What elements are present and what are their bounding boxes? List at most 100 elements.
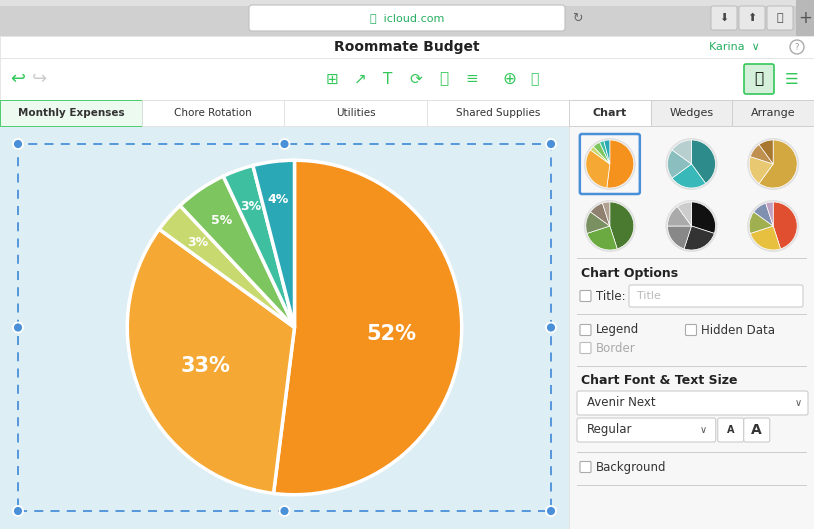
Wedge shape [127,229,295,494]
Wedge shape [684,226,715,250]
Text: Chore Rotation: Chore Rotation [174,108,252,118]
FancyBboxPatch shape [249,5,565,31]
Circle shape [13,506,23,516]
Wedge shape [672,164,706,188]
FancyBboxPatch shape [577,418,716,442]
Circle shape [747,138,799,190]
Text: Wedges: Wedges [669,108,714,118]
Text: Title:: Title: [596,289,626,303]
FancyBboxPatch shape [744,64,774,94]
Text: ↪: ↪ [33,70,47,88]
Text: Arrange: Arrange [751,108,795,118]
FancyBboxPatch shape [580,461,591,472]
Wedge shape [274,160,462,495]
Wedge shape [593,142,610,164]
Text: ⬇: ⬇ [720,13,729,23]
Circle shape [279,506,290,516]
FancyBboxPatch shape [577,391,808,415]
Bar [18,144,551,511]
Circle shape [747,200,799,252]
Wedge shape [253,160,295,327]
FancyBboxPatch shape [744,418,770,442]
Text: ↗: ↗ [353,71,366,87]
Text: Monthly Expenses: Monthly Expenses [18,108,125,118]
Text: ⊞: ⊞ [326,71,339,87]
FancyBboxPatch shape [718,418,744,442]
FancyBboxPatch shape [767,6,793,30]
FancyBboxPatch shape [629,285,803,307]
Text: ∨: ∨ [700,425,707,435]
Text: Legend: Legend [596,324,639,336]
Text: ↩: ↩ [11,70,25,88]
Circle shape [584,200,636,252]
Wedge shape [586,212,610,233]
Bar [0,36,814,58]
Text: ∨: ∨ [794,398,802,408]
Wedge shape [751,144,773,164]
Wedge shape [749,212,773,233]
Bar [0,58,814,100]
Circle shape [13,139,23,149]
Wedge shape [667,150,691,178]
Wedge shape [180,176,295,327]
Text: 4%: 4% [268,193,289,206]
Bar [796,0,814,36]
Bar [569,100,650,126]
Circle shape [546,139,556,149]
Wedge shape [223,166,295,327]
Circle shape [666,138,717,190]
Bar [427,100,569,126]
Bar [0,100,142,126]
Wedge shape [751,226,781,250]
Bar [285,100,427,126]
FancyBboxPatch shape [580,342,591,353]
Wedge shape [773,202,797,249]
Text: Chart Options: Chart Options [581,268,678,280]
Wedge shape [667,207,691,226]
Text: Border: Border [596,342,636,354]
Wedge shape [691,140,716,184]
Circle shape [546,506,556,516]
Wedge shape [759,140,773,164]
Wedge shape [160,206,295,327]
FancyBboxPatch shape [580,290,591,302]
Text: 🔒  icloud.com: 🔒 icloud.com [370,13,444,23]
Text: 5%: 5% [212,214,233,227]
Text: Karina  ∨: Karina ∨ [709,42,759,52]
Text: A: A [751,423,762,437]
Text: ?: ? [794,42,799,51]
Wedge shape [677,202,691,226]
Text: ⬜: ⬜ [777,13,783,23]
Text: Background: Background [596,461,667,473]
Text: Hidden Data: Hidden Data [702,324,776,336]
Circle shape [279,139,290,149]
Wedge shape [759,140,797,188]
Text: Chart Font & Text Size: Chart Font & Text Size [581,375,737,388]
Text: Avenir Next: Avenir Next [587,397,655,409]
Wedge shape [586,150,610,188]
Bar [0,126,569,529]
Bar [0,0,814,36]
Wedge shape [606,140,634,188]
Wedge shape [600,141,610,164]
Text: T: T [383,71,392,87]
Wedge shape [749,157,773,184]
FancyBboxPatch shape [685,324,697,335]
Wedge shape [766,202,773,226]
FancyBboxPatch shape [711,6,737,30]
Bar [650,100,733,126]
Wedge shape [672,140,691,164]
Wedge shape [590,203,610,226]
Bar [142,100,285,126]
Circle shape [584,138,636,190]
Text: 3%: 3% [187,236,208,249]
FancyBboxPatch shape [580,324,591,335]
Circle shape [13,323,23,333]
Wedge shape [667,226,691,249]
Text: ⟳: ⟳ [409,71,422,87]
Bar [0,100,814,126]
Text: 33%: 33% [181,356,230,376]
Text: 🔧: 🔧 [530,72,538,86]
Text: 3%: 3% [240,200,261,213]
Wedge shape [602,202,610,226]
